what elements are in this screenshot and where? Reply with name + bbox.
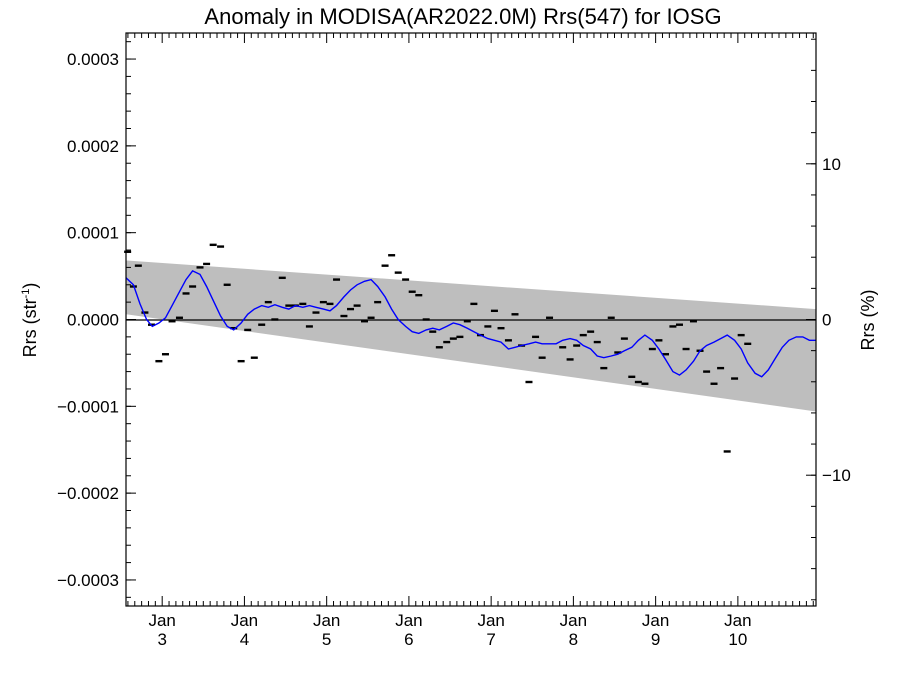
y-tick-label: 0.0003	[67, 50, 119, 69]
y-axis-label: Rrs (str-1)	[20, 283, 40, 358]
y-tick-label: −0.0001	[57, 397, 119, 416]
x-tick-year: 6	[404, 630, 413, 649]
monthly-anomaly-markers	[124, 243, 752, 453]
y-axis-label-superscript: -1	[20, 289, 32, 299]
running-mean-layer	[125, 270, 816, 378]
x-tick-month: Jan	[148, 611, 175, 630]
x-tick-year: 10	[728, 630, 747, 649]
plot-area	[124, 32, 817, 607]
x-tick-month: Jan	[231, 611, 258, 630]
running-mean-line	[125, 270, 816, 378]
x-tick-month: Jan	[642, 611, 669, 630]
y2-axis-label: Rrs (%)	[858, 290, 878, 351]
y-tick-label: 0.0001	[67, 224, 119, 243]
y2-tick-label: −10	[822, 466, 851, 485]
x-tick-month: Jan	[724, 611, 751, 630]
y-tick-label: −0.0003	[57, 571, 119, 590]
x-tick-month: Jan	[313, 611, 340, 630]
x-tick-year: 4	[240, 630, 249, 649]
y2-tick-label: 0	[822, 311, 831, 330]
y2-tick-label: 10	[822, 155, 841, 174]
y-tick-label: 0.0002	[67, 137, 119, 156]
left-axis-ticks: 0.0003 0.0002 0.0001 0.0000 −0.0001 −0.0002 −0…	[57, 41, 136, 598]
x-tick-year: 8	[569, 630, 578, 649]
y-tick-label: −0.0002	[57, 484, 119, 503]
x-tick-year: 5	[322, 630, 331, 649]
y-tick-label: 0.0000	[67, 311, 119, 330]
uncertainty-band-layer	[126, 260, 816, 412]
chart-title: Anomaly in MODISA(AR2022.0M) Rrs(547) fo…	[204, 4, 721, 29]
x-tick-year: 7	[486, 630, 495, 649]
x-tick-year: 9	[651, 630, 660, 649]
x-tick-year: 3	[157, 630, 166, 649]
right-axis-ticks: 10 0 −10	[806, 38, 851, 601]
x-tick-month: Jan	[395, 611, 422, 630]
uncertainty-band	[126, 260, 816, 412]
x-tick-month: Jan	[477, 611, 504, 630]
y-axis-label-text: Rrs (str	[20, 298, 40, 357]
y-axis-label-close: )	[20, 283, 40, 289]
x-tick-month: Jan	[560, 611, 587, 630]
